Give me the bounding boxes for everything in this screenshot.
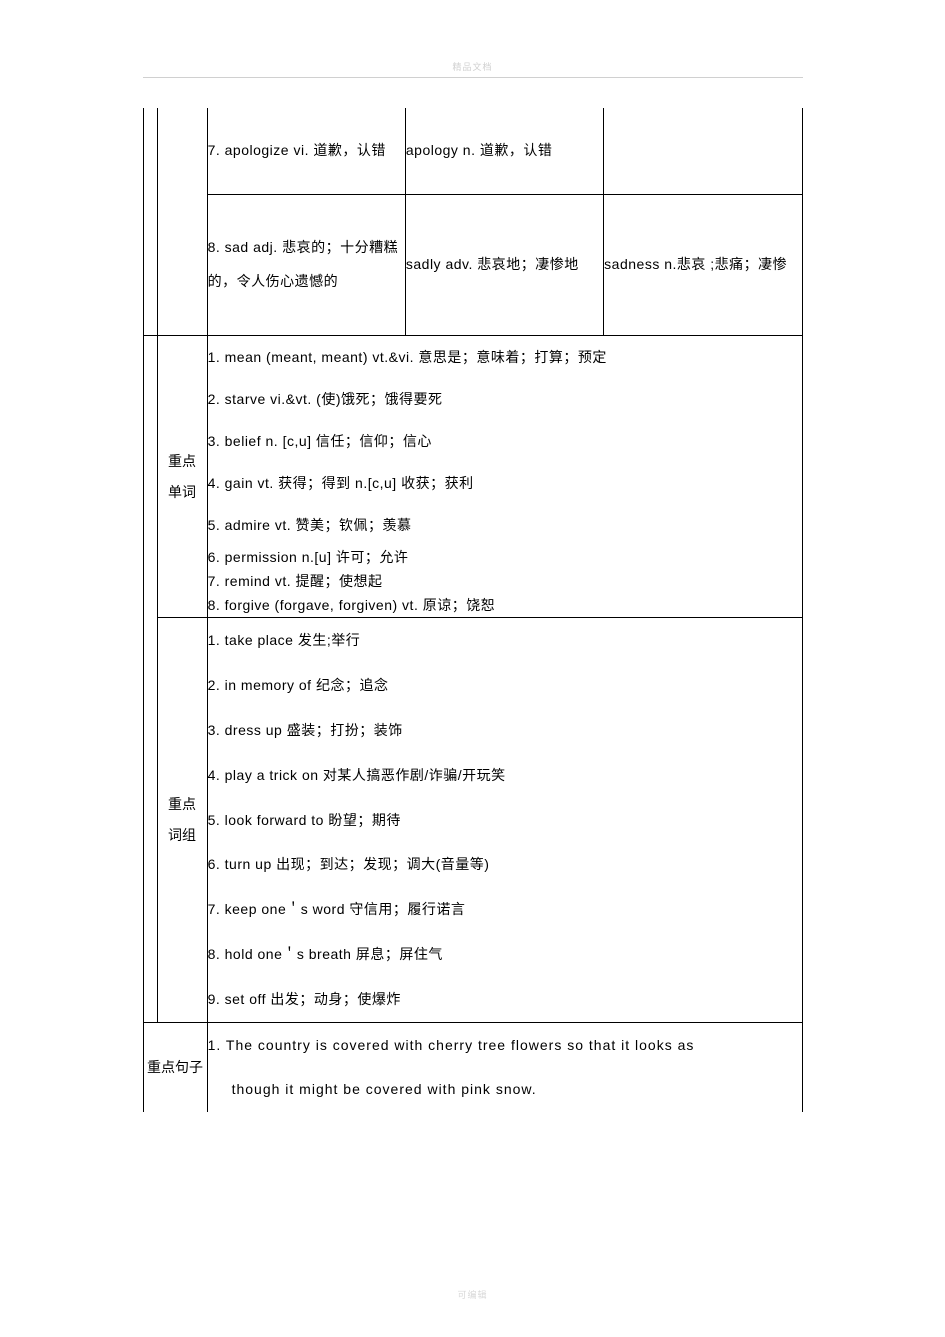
derive-row-7: 7. apologize vi. 道歉，认错 apology n. 道歉，认错 (143, 108, 802, 195)
outer-stub-2 (143, 336, 157, 1023)
label-text: 重点 (158, 446, 207, 477)
page: 精品文档 7. apologize vi. 道歉，认错 apology n. 道… (0, 0, 945, 1337)
label-text: 重点 (158, 789, 207, 820)
phrase-item: 9. set off 出发；动身；使爆炸 (208, 977, 802, 1022)
phrase-item: 5. look forward to 盼望；期待 (208, 798, 802, 843)
section-sentences-row: 重点句子 1. The country is covered with cher… (143, 1022, 802, 1112)
phrase-item: 8. hold one＇s breath 屏息；屏住气 (208, 932, 802, 977)
header-rule (143, 77, 803, 78)
derive-8-col3: sadness n.悲哀 ;悲痛；凄惨 (604, 195, 802, 336)
section-words-label: 重点 单词 (157, 336, 207, 618)
word-item: 3. belief n. [c,u] 信任；信仰；信心 (208, 420, 802, 462)
label-text: 单词 (158, 477, 207, 508)
phrase-item: 3. dress up 盛装；打扮；装饰 (208, 708, 802, 753)
phrase-item: 2. in memory of 纪念；追念 (208, 663, 802, 708)
word-item: 7. remind vt. 提醒；使想起 (208, 570, 802, 594)
word-item: 1. mean (meant, meant) vt.&vi. 意思是；意味着；打… (208, 336, 802, 378)
main-table: 7. apologize vi. 道歉，认错 apology n. 道歉，认错 … (143, 108, 803, 1112)
footer-watermark: 可编辑 (0, 1288, 945, 1301)
label-text: 词组 (158, 820, 207, 851)
derive-7-col1: 7. apologize vi. 道歉，认错 (207, 108, 405, 195)
sentence-line: 1. The country is covered with cherry tr… (208, 1037, 695, 1053)
word-item: 4. gain vt. 获得；得到 n.[c,u] 收获；获利 (208, 462, 802, 504)
section-phrases-content: 1. take place 发生;举行 2. in memory of 纪念；追… (207, 618, 802, 1022)
derive-7-col2: apology n. 道歉，认错 (405, 108, 603, 195)
derive-row-8: 8. sad adj. 悲哀的；十分糟糕的，令人伤心遗憾的 sadly adv.… (143, 195, 802, 336)
word-item: 6. permission n.[u] 许可；允许 (208, 546, 802, 570)
derive-8-col1: 8. sad adj. 悲哀的；十分糟糕的，令人伤心遗憾的 (207, 195, 405, 336)
section-words-content: 1. mean (meant, meant) vt.&vi. 意思是；意味着；打… (207, 336, 802, 618)
phrase-item: 1. take place 发生;举行 (208, 618, 802, 663)
label-text: 重点句子 (147, 1059, 203, 1075)
outer-stub (143, 108, 157, 336)
section-phrases-label: 重点 词组 (157, 618, 207, 1022)
phrase-item: 4. play a trick on 对某人搞恶作剧/诈骗/开玩笑 (208, 753, 802, 798)
word-item: 2. starve vi.&vt. (使)饿死；饿得要死 (208, 378, 802, 420)
derive-8-col2: sadly adv. 悲哀地；凄惨地 (405, 195, 603, 336)
sentence-line: though it might be covered with pink sno… (208, 1067, 802, 1112)
derive-label-stub (157, 108, 207, 336)
section-words-row: 重点 单词 1. mean (meant, meant) vt.&vi. 意思是… (143, 336, 802, 618)
word-item: 5. admire vt. 赞美；钦佩；羡慕 (208, 504, 802, 546)
header-watermark: 精品文档 (0, 60, 945, 73)
section-phrases-row: 重点 词组 1. take place 发生;举行 2. in memory o… (143, 618, 802, 1022)
phrase-item: 6. turn up 出现；到达；发现；调大(音量等) (208, 842, 802, 887)
section-sentences-label: 重点句子 (143, 1022, 207, 1112)
phrase-item: 7. keep one＇s word 守信用；履行诺言 (208, 887, 802, 932)
derive-7-col3 (604, 108, 802, 195)
section-sentences-content: 1. The country is covered with cherry tr… (207, 1022, 802, 1112)
word-item: 8. forgive (forgave, forgiven) vt. 原谅；饶恕 (208, 594, 802, 618)
